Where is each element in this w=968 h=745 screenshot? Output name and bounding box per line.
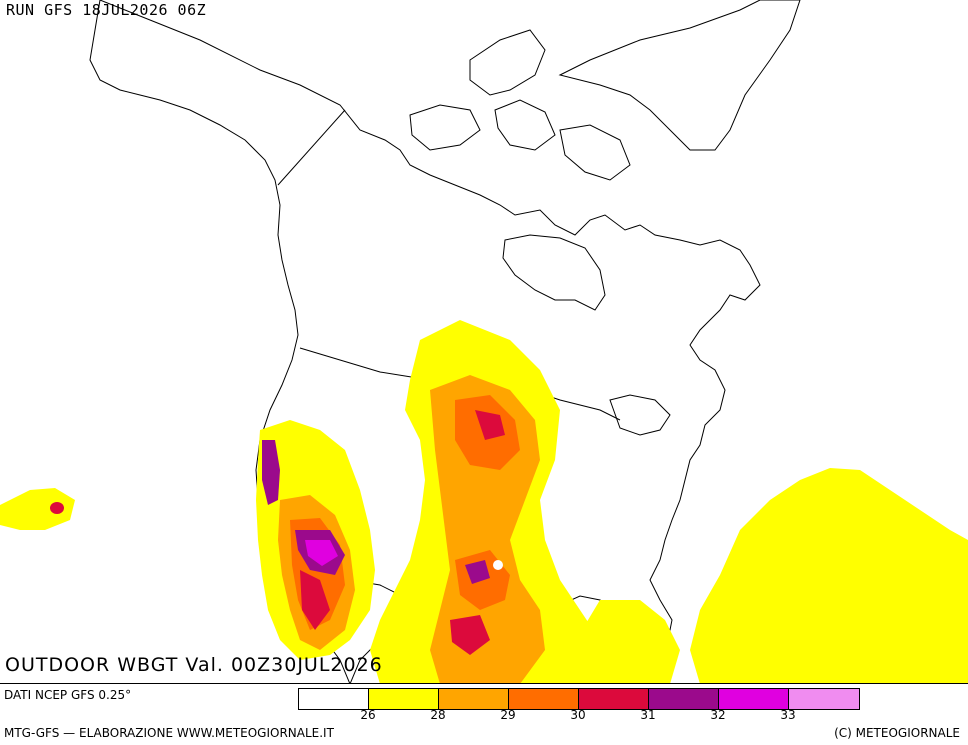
copyright-label: (C) METEOGIORNALE: [834, 726, 960, 740]
legend-tick-label: 28: [430, 708, 446, 722]
hudson-bay-outline: [502, 234, 606, 311]
legend-tick-label: 30: [570, 708, 586, 722]
data-source-label: DATI NCEP GFS 0.25°: [4, 688, 132, 702]
legend-swatch-6: [719, 689, 789, 709]
legend-swatch-3: [509, 689, 579, 709]
map-title: OUTDOOR WBGT Val. 00Z30JUL2026: [5, 654, 383, 676]
legend-swatch-4: [579, 689, 649, 709]
map-panel: [0, 0, 968, 684]
wbgt-map: [0, 0, 968, 683]
legend-swatch-2: [439, 689, 509, 709]
atlantic-yellow-area: [690, 468, 968, 683]
legend-tick-label: 26: [360, 708, 376, 722]
pacific-yellow-area: [0, 488, 75, 530]
legend-tick-label: 31: [640, 708, 656, 722]
wbgt-shading: [0, 320, 968, 683]
legend-tick-label: 33: [780, 708, 796, 722]
legend-tick-label: 32: [710, 708, 726, 722]
legend-swatch-7: [789, 689, 859, 709]
color-legend: [298, 688, 860, 710]
alaska-canada-border: [277, 109, 346, 186]
legend-tick-label: 29: [500, 708, 516, 722]
arctic-islands-outline: [469, 29, 546, 96]
legend-swatch-5: [649, 689, 719, 709]
credit-label: MTG-GFS — ELABORAZIONE WWW.METEOGIORNALE…: [4, 726, 334, 740]
great-lakes-outline: [609, 394, 671, 436]
legend-swatch-1: [369, 689, 439, 709]
run-label: RUN GFS 18JUL2026 06Z: [6, 1, 207, 19]
legend-swatch-0: [299, 689, 369, 709]
greenland-outline: [558, 0, 801, 151]
